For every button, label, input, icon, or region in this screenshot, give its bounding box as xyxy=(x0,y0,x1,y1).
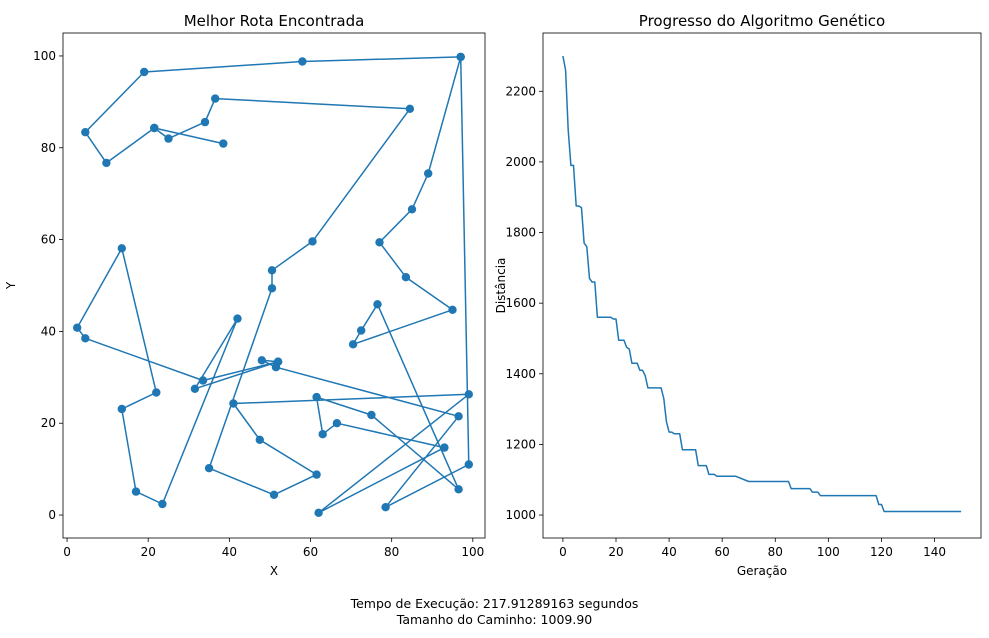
route-line xyxy=(76,56,470,514)
city-point xyxy=(81,334,90,343)
y-tick-label: 1400 xyxy=(505,367,536,381)
city-point xyxy=(314,508,323,517)
city-point xyxy=(448,305,457,314)
city-point xyxy=(211,94,220,103)
x-tick-label: 0 xyxy=(63,545,71,559)
city-point xyxy=(367,410,376,420)
city-point xyxy=(198,376,208,385)
x-tick-label: 40 xyxy=(661,545,676,559)
city-point xyxy=(440,443,449,452)
city-point xyxy=(267,266,277,275)
city-point xyxy=(140,67,149,77)
city-point xyxy=(150,123,159,133)
y-tick-label: 20 xyxy=(41,416,56,430)
city-point xyxy=(332,419,342,428)
city-point xyxy=(456,52,465,62)
x-tick-label: 40 xyxy=(222,545,237,559)
city-point xyxy=(152,388,161,397)
city-point xyxy=(255,435,264,444)
progress-chart-xlabel: Geração xyxy=(737,564,787,578)
y-tick-label: 1600 xyxy=(505,296,536,310)
city-point xyxy=(219,139,228,148)
city-point xyxy=(375,238,384,247)
city-point xyxy=(464,460,473,469)
city-point xyxy=(229,399,238,408)
city-point xyxy=(405,104,415,114)
y-tick-label: 1800 xyxy=(505,226,536,240)
x-tick-label: 140 xyxy=(923,545,946,559)
city-point xyxy=(190,384,200,393)
x-tick-label: 0 xyxy=(559,545,567,559)
city-point xyxy=(269,490,279,499)
city-point xyxy=(357,326,366,335)
distance-series-line xyxy=(562,55,962,513)
city-point xyxy=(102,158,111,168)
route-chart-ylabel: Y xyxy=(4,281,18,290)
progress-chart-ticks: 0 20 40 60 80 100 120 140 1000 1200 1400 1600 1800 20… xyxy=(505,84,946,559)
progress-chart-frame xyxy=(542,32,982,539)
city-point xyxy=(204,464,214,473)
progress-chart-ylabel: Distância xyxy=(494,258,508,314)
y-tick-label: 100 xyxy=(33,49,56,63)
y-tick-label: 1000 xyxy=(505,508,536,522)
city-point xyxy=(312,392,321,402)
route-chart: Melhor Rota Encontrada 0 20 40 60 80 100 0 20 40… xyxy=(4,12,486,578)
city-point xyxy=(164,134,173,143)
route-chart-xlabel: X xyxy=(270,564,278,578)
city-point xyxy=(267,284,277,293)
y-tick-label: 2000 xyxy=(505,155,536,169)
city-point xyxy=(298,57,307,66)
x-tick-label: 100 xyxy=(461,545,484,559)
y-tick-label: 1200 xyxy=(505,437,536,451)
city-point xyxy=(200,117,210,127)
city-point xyxy=(273,357,283,366)
x-tick-label: 80 xyxy=(768,545,783,559)
x-tick-label: 20 xyxy=(608,545,623,559)
y-tick-label: 0 xyxy=(48,508,56,522)
y-tick-label: 40 xyxy=(41,324,56,338)
city-point xyxy=(308,237,317,246)
city-point xyxy=(407,205,417,214)
city-point xyxy=(158,499,167,509)
route-chart-title: Melhor Rota Encontrada xyxy=(184,12,365,30)
footer-path-size: Tamanho do Caminho: 1009.90 xyxy=(396,612,593,627)
city-point xyxy=(233,314,242,323)
x-tick-label: 80 xyxy=(384,545,399,559)
x-tick-label: 60 xyxy=(715,545,730,559)
route-chart-ticks: 0 20 40 60 80 100 0 20 40 60 80 100 xyxy=(33,49,484,559)
y-tick-label: 2200 xyxy=(505,84,536,98)
route-chart-plot xyxy=(73,52,473,517)
city-point xyxy=(257,356,266,365)
city-point xyxy=(373,300,382,309)
x-tick-label: 120 xyxy=(870,545,893,559)
city-point xyxy=(454,412,463,421)
footer-exec-time: Tempo de Execução: 217.91289163 segundos xyxy=(350,596,639,611)
y-tick-label: 60 xyxy=(41,233,56,247)
city-point xyxy=(117,244,127,253)
city-point xyxy=(318,430,327,439)
city-point xyxy=(312,470,321,479)
progress-chart-plot xyxy=(562,55,962,513)
x-tick-label: 100 xyxy=(817,545,840,559)
city-point xyxy=(424,169,433,178)
city-point xyxy=(454,485,463,494)
x-tick-label: 60 xyxy=(303,545,318,559)
progress-chart-title: Progresso do Algoritmo Genético xyxy=(639,12,885,30)
city-point xyxy=(81,128,90,137)
y-tick-label: 80 xyxy=(41,141,56,155)
route-chart-frame xyxy=(62,32,486,539)
city-point xyxy=(464,390,473,399)
progress-chart: Progresso do Algoritmo Genético 0 20 40 60 8… xyxy=(494,12,982,578)
city-point xyxy=(401,273,411,282)
city-point xyxy=(117,404,127,414)
city-point xyxy=(73,323,82,332)
city-point xyxy=(381,503,390,512)
city-point xyxy=(131,487,141,496)
x-tick-label: 20 xyxy=(141,545,156,559)
city-point xyxy=(348,340,358,349)
